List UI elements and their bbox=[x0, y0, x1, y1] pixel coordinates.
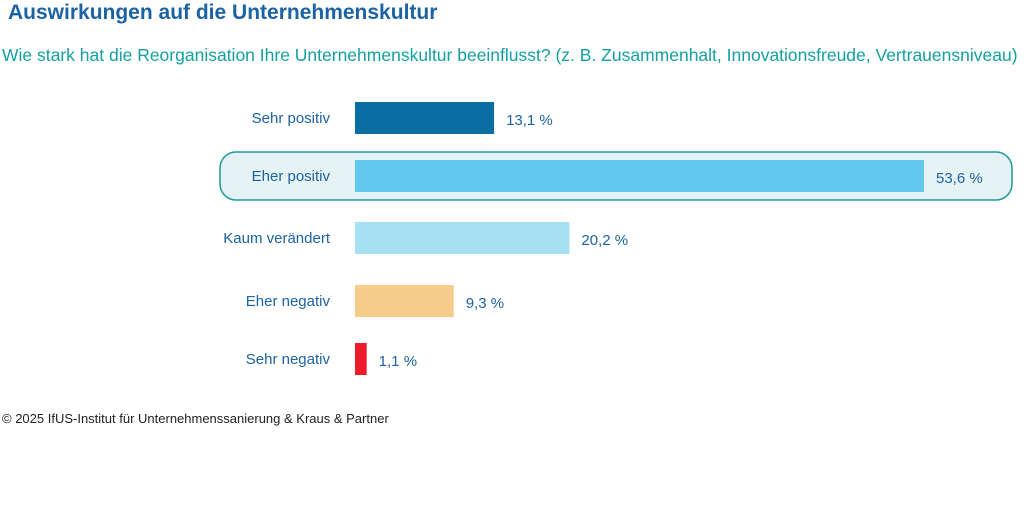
chart-subtitle: Wie stark hat die Reorganisation Ihre Un… bbox=[2, 45, 1018, 65]
bar bbox=[355, 160, 924, 192]
value-label: 20,2 % bbox=[581, 232, 628, 249]
bar bbox=[355, 222, 570, 254]
bar bbox=[355, 343, 367, 375]
copyright-notice: © 2025 IfUS-Institut für Unternehmenssan… bbox=[2, 411, 389, 426]
value-label: 1,1 % bbox=[379, 353, 417, 370]
category-label: Eher negativ bbox=[246, 293, 331, 310]
category-label: Sehr negativ bbox=[246, 351, 331, 368]
chart-title: Auswirkungen auf die Unternehmenskultur bbox=[8, 1, 438, 24]
bar bbox=[355, 102, 495, 134]
category-label: Eher positiv bbox=[252, 168, 331, 185]
category-label: Kaum verändert bbox=[223, 230, 331, 247]
category-label: Sehr positiv bbox=[252, 110, 331, 127]
bar-chart: Sehr positiv 13,1 % Eher positiv 53,6 % Kaum… bbox=[219, 102, 1013, 375]
value-label: 53,6 % bbox=[936, 170, 983, 187]
bar bbox=[355, 285, 454, 317]
value-label: 13,1 % bbox=[506, 112, 553, 129]
value-label: 9,3 % bbox=[466, 295, 504, 312]
